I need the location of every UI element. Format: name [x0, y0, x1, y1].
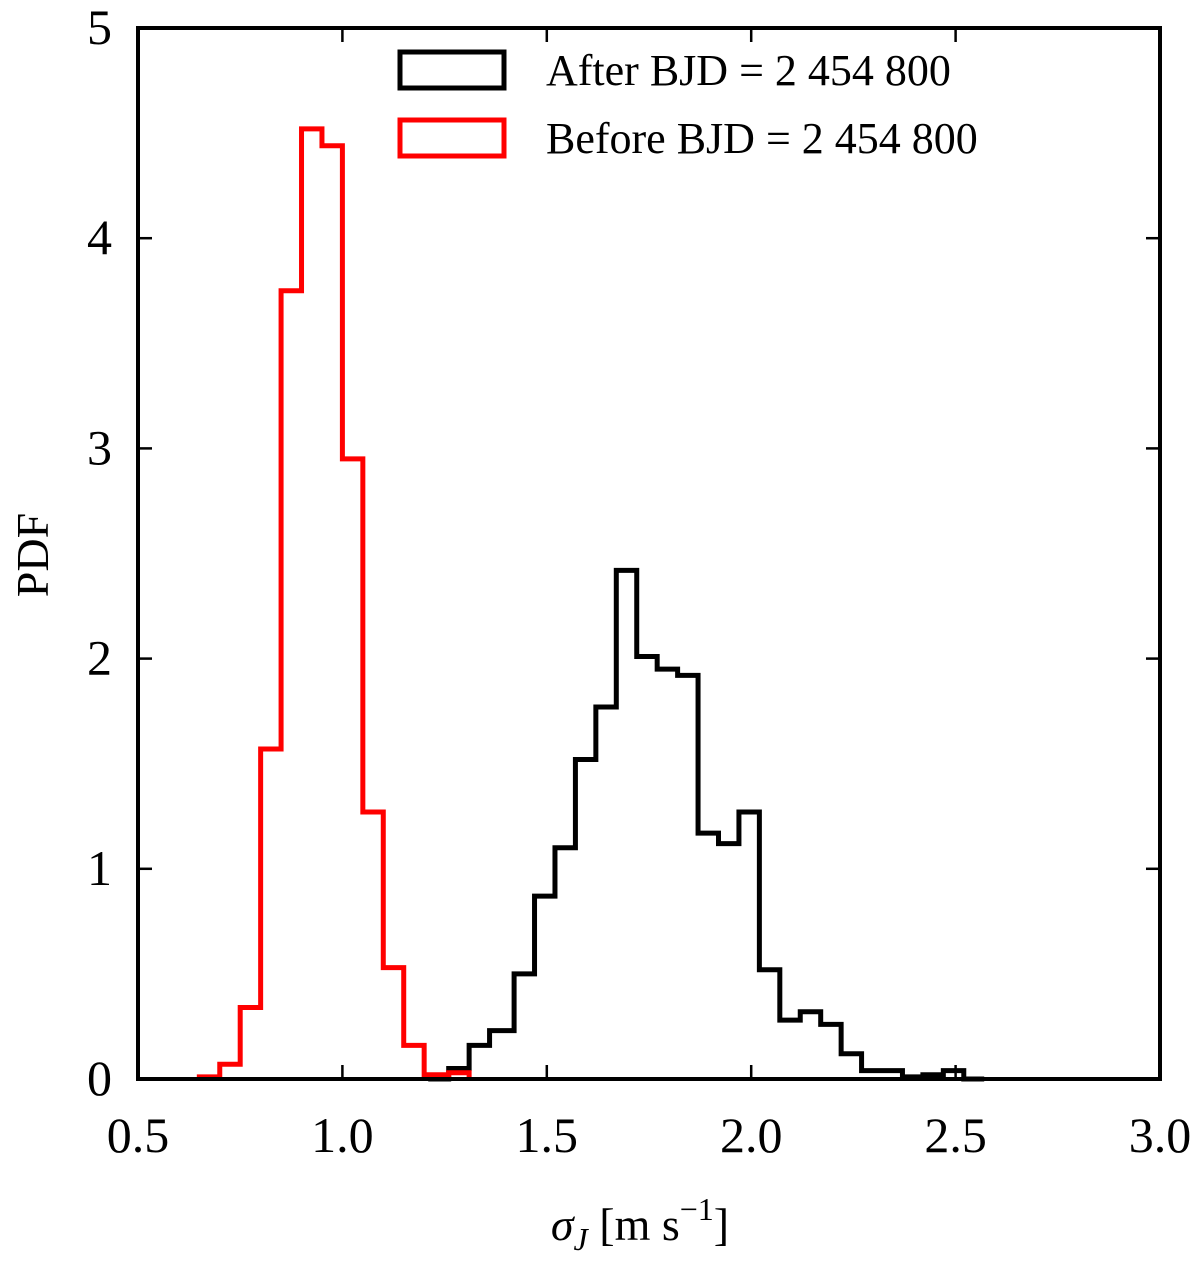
x-tick-label: 0.5: [107, 1107, 170, 1163]
y-tick-label: 3: [87, 419, 112, 475]
series-1-bin: [596, 707, 616, 1079]
series-2-bin: [322, 146, 342, 1079]
series-1-bin: [841, 1054, 861, 1079]
series-1-bin: [780, 1020, 800, 1079]
series-1-bin: [575, 759, 595, 1079]
series-2-bin: [404, 1045, 424, 1079]
legend: After BJD = 2 454 800 Before BJD = 2 454 …: [397, 46, 978, 163]
series-2-bin: [342, 459, 362, 1079]
series-1-bin: [800, 1012, 820, 1079]
series-2-bin: [281, 291, 301, 1079]
series-1-bin: [759, 970, 779, 1079]
legend-swatch: [397, 49, 507, 91]
y-tick-label: 4: [87, 209, 112, 265]
series-1-bin: [678, 675, 698, 1079]
series-1-bin: [535, 896, 555, 1079]
series-2-bin: [363, 812, 383, 1079]
y-tick-label: 1: [87, 840, 112, 896]
series-1-bin: [616, 570, 636, 1079]
ticks-layer: 0.5 1.0 1.5 2.0 2.5 3.0 0 1 2 3 4 5: [87, 0, 1191, 1163]
legend-swatch: [397, 117, 507, 159]
series-2-bin: [261, 749, 281, 1079]
y-tick-label: 2: [87, 630, 112, 686]
series-1-bin: [718, 844, 738, 1079]
x-tick-label: 3.0: [1129, 1107, 1192, 1163]
series-2-bin: [240, 1008, 260, 1079]
series-1-bin: [821, 1024, 841, 1079]
series-2-bin: [383, 968, 403, 1079]
y-axis-label: PDF: [7, 513, 58, 597]
series-1-bin: [469, 1045, 489, 1079]
series-1-bin: [739, 812, 759, 1079]
plot-frame: [136, 26, 1162, 1081]
series-1-bin: [514, 974, 534, 1079]
x-tick-label: 2.0: [720, 1107, 783, 1163]
series-1-bin: [637, 656, 657, 1079]
series-2-bin: [220, 1064, 240, 1079]
legend-label: Before BJD = 2 454 800: [546, 114, 978, 163]
series-1-bin: [657, 669, 677, 1079]
series-2-outline: [196, 126, 472, 1080]
x-tick-label: 1.0: [311, 1107, 374, 1163]
x-tick-label: 2.5: [924, 1107, 987, 1163]
series-2-bin: [302, 129, 322, 1079]
x-axis-label: σJ [m s−1]: [551, 1191, 729, 1257]
series-1-outline: [428, 567, 985, 1082]
legend-label: After BJD = 2 454 800: [546, 46, 951, 95]
series-1-bin: [698, 833, 718, 1079]
series-1-bin: [555, 848, 575, 1079]
series-layer: [196, 126, 985, 1082]
y-tick-label: 0: [87, 1050, 112, 1106]
x-tick-label: 1.5: [516, 1107, 579, 1163]
series-1-bin: [490, 1031, 515, 1079]
y-tick-label: 5: [87, 0, 112, 55]
